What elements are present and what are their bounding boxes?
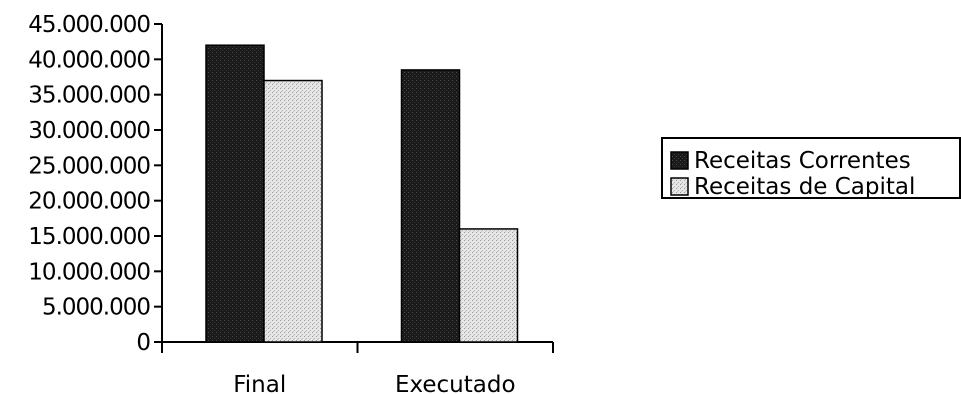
- y-tick-label: 5.000.000: [42, 295, 150, 321]
- bar-receitas-correntes-executado: [400, 69, 461, 343]
- category-labels: Final Executado: [233, 372, 515, 394]
- x-axis: [161, 341, 554, 353]
- y-tick-label: 35.000.000: [28, 83, 150, 109]
- y-tick-label: 0: [136, 330, 150, 356]
- legend-label: Receitas Correntes: [694, 148, 911, 174]
- bars: [205, 44, 519, 343]
- category-label: Final: [233, 372, 286, 394]
- bar-receitas-de-capital-executado: [458, 228, 519, 343]
- bar-receitas-correntes-final: [205, 44, 265, 343]
- legend-box: [661, 137, 961, 199]
- y-tick-label: 15.000.000: [28, 224, 150, 250]
- y-axis: 0 5.000.000 10.000.000 15.000.000 20.000.000…: [28, 12, 163, 356]
- y-tick-label: 10.000.000: [28, 259, 150, 285]
- y-tick-label: 45.000.000: [28, 12, 150, 38]
- y-tick-label: 30.000.000: [28, 118, 150, 144]
- legend-swatch: [670, 151, 689, 170]
- bar-receitas-de-capital-final: [263, 79, 323, 343]
- legend-swatch: [670, 177, 689, 196]
- y-tick-label: 20.000.000: [28, 189, 150, 215]
- y-tick-label: 25.000.000: [28, 153, 150, 179]
- legend-label: Receitas de Capital: [694, 174, 915, 200]
- category-label: Executado: [395, 372, 516, 394]
- y-tick-label: 40.000.000: [28, 47, 150, 73]
